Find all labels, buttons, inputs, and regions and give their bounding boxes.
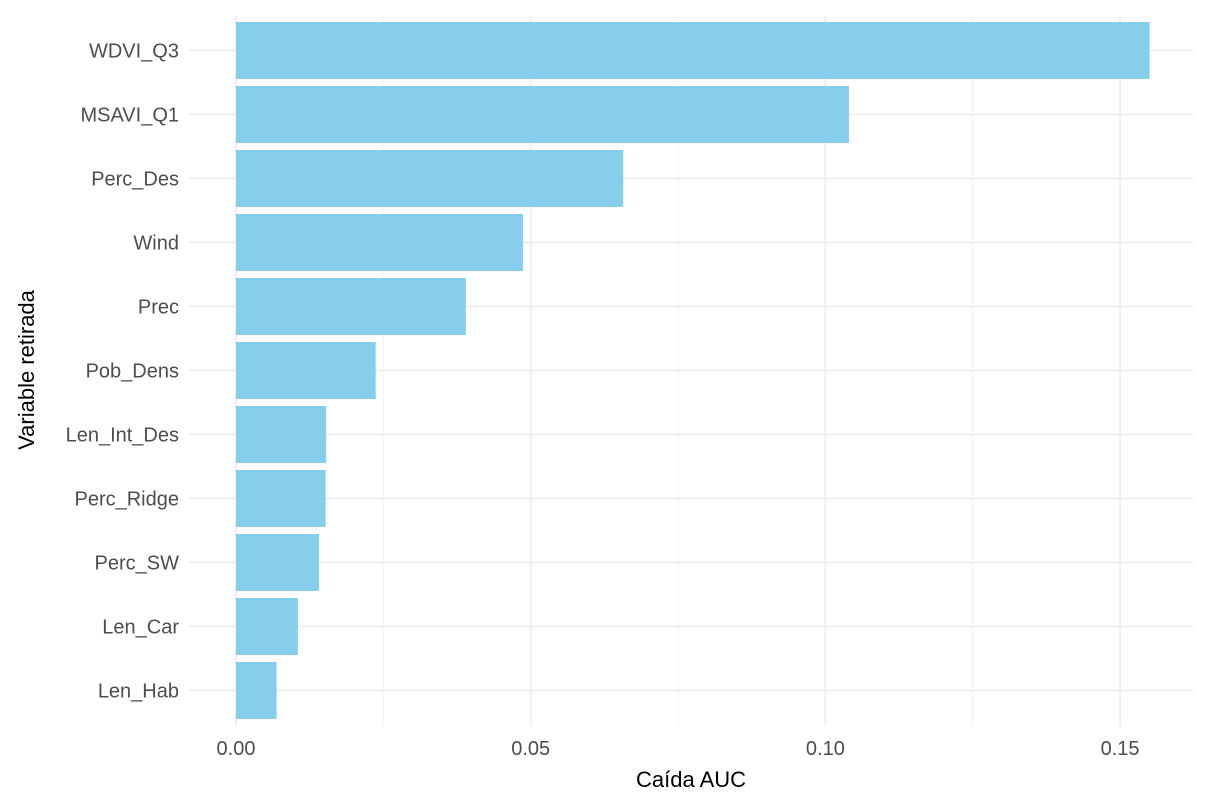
y-tick-label: Len_Car	[102, 617, 179, 639]
bar-len-car	[236, 598, 298, 655]
x-axis-tick-labels: 0.00 0.05 0.10 0.15	[217, 738, 1140, 760]
bar-perc-ridge	[236, 470, 326, 527]
y-axis-tick-labels: WDVI_Q3 MSAVI_Q1 Perc_Des Wind Prec Pob_Dens L…	[66, 41, 180, 703]
x-tick-label: 0.10	[806, 738, 845, 760]
y-tick-label: Len_Hab	[98, 681, 179, 703]
bars	[236, 22, 1150, 719]
x-axis-title: Caída AUC	[636, 767, 746, 792]
bar-wind	[236, 214, 524, 271]
bar-len-int-des	[236, 406, 327, 463]
bar-len-hab	[236, 662, 277, 719]
bar-perc-sw	[236, 534, 320, 591]
y-axis-title: Variable retirada	[14, 289, 39, 450]
bar-msavi-q1	[236, 86, 849, 143]
x-tick-label: 0.15	[1101, 738, 1140, 760]
bar-pob-dens	[236, 342, 376, 399]
y-tick-label: Pob_Dens	[86, 361, 179, 383]
y-tick-label: Len_Int_Des	[66, 425, 179, 447]
x-tick-label: 0.00	[217, 738, 256, 760]
bar-perc-des	[236, 150, 624, 207]
y-tick-label: MSAVI_Q1	[80, 105, 179, 127]
y-tick-label: Wind	[133, 233, 179, 255]
bar-prec	[236, 278, 466, 335]
x-tick-label: 0.05	[511, 738, 550, 760]
bar-wdvi-q3	[236, 22, 1150, 79]
y-tick-label: WDVI_Q3	[89, 41, 179, 63]
y-tick-label: Prec	[138, 297, 179, 319]
y-tick-label: Perc_Des	[91, 169, 179, 191]
y-tick-label: Perc_SW	[95, 553, 180, 575]
y-tick-label: Perc_Ridge	[74, 489, 179, 511]
